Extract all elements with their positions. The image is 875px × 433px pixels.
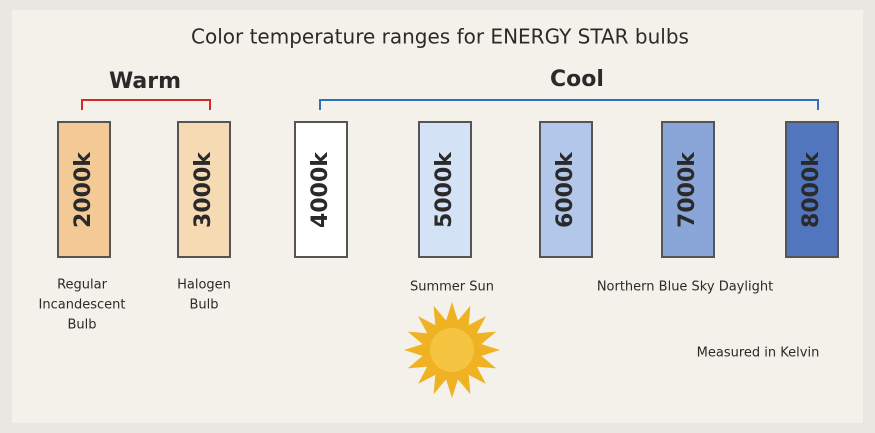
swatch-label: 7000k	[675, 151, 700, 228]
cool-bracket	[319, 99, 819, 110]
sun-face	[430, 328, 474, 372]
caption: Halogen	[177, 278, 231, 293]
caption: Bulb	[67, 318, 96, 333]
group-label: Cool	[550, 67, 604, 92]
sun-icon	[404, 302, 500, 398]
swatch	[785, 121, 839, 258]
caption: Regular	[57, 278, 108, 293]
swatch	[539, 121, 593, 258]
caption: Bulb	[189, 298, 218, 313]
group-label: Warm	[109, 69, 181, 94]
caption: Summer Sun	[410, 280, 494, 295]
swatch-label: 4000k	[308, 151, 333, 228]
swatch	[661, 121, 715, 258]
swatch-label: 2000k	[71, 151, 96, 228]
swatch-label: 8000k	[799, 151, 824, 228]
swatch-label: 6000k	[553, 151, 578, 228]
swatch-label: 3000k	[191, 151, 216, 228]
title: Color temperature ranges for ENERGY STAR…	[191, 25, 689, 49]
warm-bracket	[81, 99, 211, 110]
note: Measured in Kelvin	[697, 346, 820, 361]
swatch	[294, 121, 348, 258]
swatch	[57, 121, 111, 258]
caption: Incandescent	[39, 298, 126, 313]
caption: Northern Blue Sky Daylight	[597, 280, 773, 295]
swatch-label: 5000k	[432, 151, 457, 228]
swatch	[177, 121, 231, 258]
swatch	[418, 121, 472, 258]
